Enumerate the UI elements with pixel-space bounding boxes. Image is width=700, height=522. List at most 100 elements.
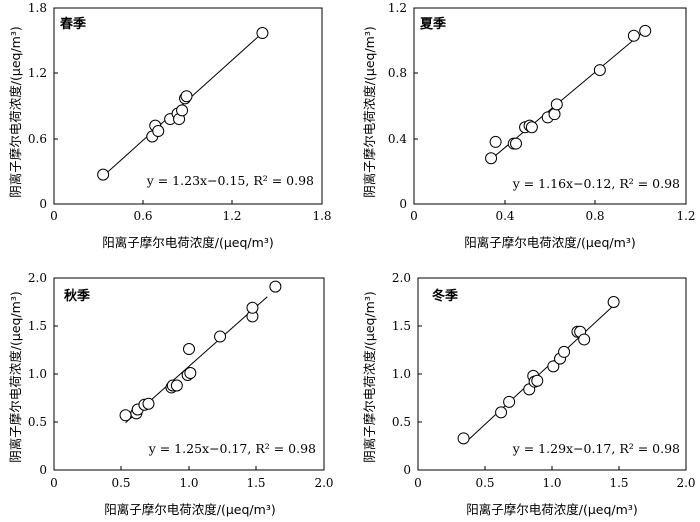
data-point (510, 137, 522, 150)
data-points (119, 280, 282, 422)
data-point (97, 168, 110, 181)
x-tick-label: 1.8 (312, 209, 331, 223)
y-tick-label: 0 (403, 463, 411, 477)
data-point (489, 135, 502, 148)
y-tick-label: 1.5 (392, 319, 411, 333)
y-tick-label: 1.2 (28, 66, 47, 80)
x-ticks: 0 0.5 1.0 1.5 2.0 (414, 466, 696, 490)
fit-line (463, 302, 617, 445)
x-tick-label: 0 (50, 209, 58, 223)
data-point (119, 409, 132, 422)
data-point (547, 360, 560, 373)
x-tick-label: 0.8 (585, 209, 604, 223)
y-ticks: 0 0.4 0.8 1.2 (388, 1, 418, 211)
panel-autumn: 阴离子摩尔电荷浓度/(μeq/m³) 0 0.5 1.0 1.5 2.0 0 0… (8, 271, 334, 517)
y-tick-label: 0.5 (392, 415, 411, 429)
x-axis-label: 阳离子摩尔电荷浓度/(μeq/m³) (466, 502, 637, 517)
x-tick-label: 1.5 (246, 476, 265, 490)
data-point (485, 152, 498, 165)
y-ticks: 0 0.6 1.2 1.8 (28, 1, 58, 211)
x-axis-label: 阳离子摩尔电荷浓度/(μeq/m³) (464, 235, 635, 250)
y-axis-label: 阴离子摩尔电荷浓度/(μeq/m³) (362, 26, 377, 197)
data-points (485, 24, 652, 165)
x-ticks: 0 0.4 0.8 1.2 (410, 200, 696, 223)
x-tick-label: 1.5 (609, 476, 628, 490)
data-point (531, 374, 544, 387)
data-point (142, 397, 155, 410)
data-point (457, 432, 470, 445)
panel-summer: 阴离子摩尔电荷浓度/(μeq/m³) 0 0.4 0.8 1.2 0 0.4 0… (362, 1, 696, 250)
data-point (503, 395, 516, 408)
regression-equation: y = 1.25x−0.17, R² = 0.98 (148, 441, 316, 456)
panel-spring: 阴离子摩尔电荷浓度/(μeq/m³) 0 0.6 1.2 1.8 0 0.6 1… (8, 1, 332, 250)
x-tick-label: 0.5 (111, 476, 130, 490)
y-tick-label: 0 (39, 197, 47, 211)
regression-equation: y = 1.16x−0.12, R² = 0.98 (512, 176, 680, 191)
x-tick-label: 0.6 (133, 209, 152, 223)
x-tick-label: 1.0 (179, 476, 198, 490)
x-tick-label: 0.4 (495, 209, 514, 223)
season-label: 秋季 (64, 288, 90, 304)
x-tick-label: 1.2 (222, 209, 241, 223)
x-axis-label: 阳离子摩尔电荷浓度/(μeq/m³) (104, 502, 275, 517)
y-tick-label: 0.4 (388, 132, 407, 146)
data-point (183, 343, 195, 356)
x-tick-label: 0.5 (475, 476, 494, 490)
plot-frame (53, 7, 323, 205)
data-point (558, 345, 571, 358)
season-label: 夏季 (419, 16, 446, 32)
y-tick-label: 0 (399, 197, 407, 211)
y-tick-label: 1.2 (388, 1, 407, 15)
x-tick-label: 1.2 (676, 209, 695, 223)
data-point (525, 121, 538, 134)
data-point (184, 367, 197, 380)
x-tick-label: 0 (50, 476, 58, 490)
data-point (180, 90, 193, 103)
y-tick-label: 0.5 (28, 415, 47, 429)
y-axis-label: 阴离子摩尔电荷浓度/(μeq/m³) (362, 291, 377, 462)
y-tick-label: 1.8 (28, 1, 47, 15)
y-tick-label: 0.6 (28, 132, 47, 146)
x-ticks: 0 0.6 1.2 1.8 (50, 200, 332, 223)
data-point (214, 330, 227, 343)
data-point (548, 108, 561, 121)
y-axis-label: 阴离子摩尔电荷浓度/(μeq/m³) (8, 26, 23, 197)
data-point (256, 27, 269, 40)
y-ticks: 0 0.5 1.0 1.5 2.0 (28, 271, 58, 477)
y-tick-label: 1.0 (392, 367, 411, 381)
y-tick-label: 0.8 (388, 66, 407, 80)
regression-equation: y = 1.29x−0.17, R² = 0.98 (512, 441, 680, 456)
data-point (578, 333, 591, 346)
x-ticks: 0 0.5 1.0 1.5 2.0 (50, 466, 334, 490)
x-tick-label: 0 (414, 476, 422, 490)
data-point (627, 29, 640, 42)
y-tick-label: 1.0 (28, 367, 47, 381)
x-tick-label: 2.0 (676, 476, 695, 490)
season-label: 冬季 (432, 288, 458, 304)
y-tick-label: 1.5 (28, 319, 47, 333)
y-tick-label: 2.0 (28, 271, 47, 285)
data-point (176, 104, 189, 117)
data-point (246, 301, 259, 314)
panel-winter: 阴离子摩尔电荷浓度/(μeq/m³) 0 0.5 1.0 1.5 2.0 0 0… (362, 271, 696, 517)
data-point (152, 125, 165, 138)
data-point (170, 379, 183, 392)
data-point (269, 280, 282, 293)
data-point (550, 98, 563, 111)
plot-frame (413, 7, 687, 205)
y-tick-label: 2.0 (392, 271, 411, 285)
data-point (639, 24, 652, 37)
x-tick-label: 0 (410, 209, 418, 223)
y-tick-label: 0 (39, 463, 47, 477)
season-label: 春季 (59, 16, 86, 32)
data-point (495, 406, 508, 419)
y-ticks: 0 0.5 1.0 1.5 2.0 (392, 271, 422, 477)
data-point (593, 64, 606, 77)
data-point (607, 296, 620, 308)
data-points (457, 296, 620, 445)
y-axis-label: 阴离子摩尔电荷浓度/(μeq/m³) (8, 291, 23, 462)
regression-equation: y = 1.23x−0.15, R² = 0.98 (146, 173, 314, 188)
data-points (97, 27, 269, 181)
x-axis-label: 阳离子摩尔电荷浓度/(μeq/m³) (102, 235, 273, 250)
